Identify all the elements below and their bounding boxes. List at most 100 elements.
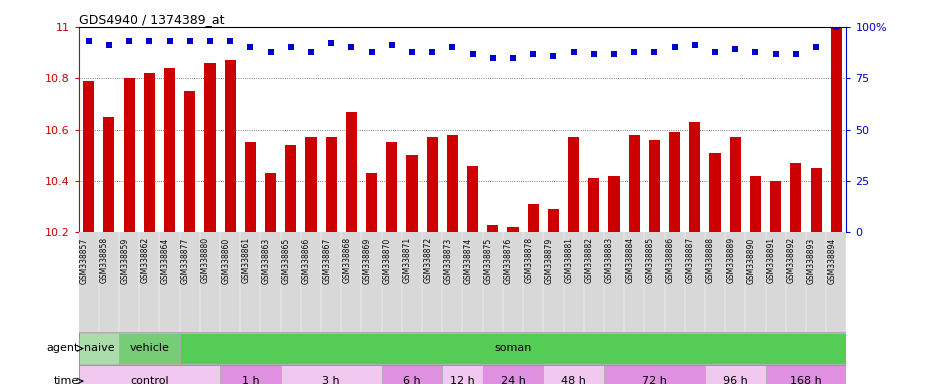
Bar [750,176,761,232]
Bar [280,366,382,384]
Point [546,53,561,59]
Bar [447,135,458,232]
Bar [467,166,478,232]
Bar [204,63,216,232]
Point [465,51,480,57]
Point [203,38,217,44]
Bar [543,366,604,384]
Bar [164,68,175,232]
Bar [568,137,579,232]
Text: GSM338890: GSM338890 [746,237,756,283]
Point [122,38,137,44]
Point [788,51,803,57]
Text: GSM338862: GSM338862 [141,237,149,283]
Text: GSM338886: GSM338886 [666,237,674,283]
Bar [124,78,135,232]
Point [607,51,622,57]
Text: GSM338877: GSM338877 [180,237,190,283]
Text: GSM338892: GSM338892 [787,237,796,283]
Bar [346,112,357,232]
Bar [79,366,220,384]
Bar [508,227,519,232]
Bar [548,209,559,232]
Text: 6 h: 6 h [403,376,421,384]
Point [243,44,258,50]
Text: GSM338870: GSM338870 [383,237,392,283]
Point [344,44,359,50]
Point [223,38,238,44]
Text: GSM338876: GSM338876 [504,237,513,283]
Point [142,38,156,44]
Point [829,24,844,30]
Text: GSM338864: GSM338864 [161,237,169,283]
Point [364,48,379,55]
Bar [387,142,398,232]
Text: 12 h: 12 h [450,376,475,384]
Bar [810,168,821,232]
Bar [669,132,680,232]
Point [283,44,298,50]
Text: GSM338858: GSM338858 [100,237,109,283]
Bar [83,81,94,232]
Point [627,48,642,55]
Point [102,42,117,48]
Point [324,40,339,46]
Bar [143,73,154,232]
Bar [527,204,538,232]
Bar [790,163,801,232]
Text: 24 h: 24 h [500,376,525,384]
Point [404,48,419,55]
Bar [104,117,115,232]
Point [667,44,682,50]
Bar [629,135,640,232]
Bar [265,173,277,232]
Point [303,48,318,55]
Text: GSM338894: GSM338894 [827,237,836,283]
Bar [245,142,256,232]
Text: GDS4940 / 1374389_at: GDS4940 / 1374389_at [79,13,224,26]
Text: GSM338875: GSM338875 [484,237,493,283]
Bar [588,179,599,232]
Bar [326,137,337,232]
Bar [426,137,438,232]
Point [445,44,460,50]
Point [728,46,743,53]
Bar [184,91,195,232]
Text: 1 h: 1 h [241,376,259,384]
Point [769,51,783,57]
Bar [705,366,766,384]
Text: GSM338861: GSM338861 [241,237,251,283]
Text: GSM338887: GSM338887 [685,237,695,283]
Text: GSM338860: GSM338860 [221,237,230,283]
Point [566,48,581,55]
Text: vehicle: vehicle [130,343,169,354]
Bar [483,366,543,384]
Point [182,38,197,44]
Text: GSM338865: GSM338865 [282,237,290,283]
Text: GSM338882: GSM338882 [585,237,594,283]
Text: GSM338884: GSM338884 [625,237,635,283]
Point [748,48,763,55]
Bar [119,333,179,364]
Bar [604,366,705,384]
Text: control: control [130,376,168,384]
Text: 72 h: 72 h [642,376,667,384]
Bar [179,333,846,364]
Text: GSM338885: GSM338885 [646,237,655,283]
Point [263,48,278,55]
Bar [771,181,782,232]
Text: GSM338873: GSM338873 [443,237,452,283]
Bar [366,173,377,232]
Text: GSM338863: GSM338863 [262,237,270,283]
Text: GSM338867: GSM338867 [322,237,331,283]
Bar [79,333,119,364]
Text: GSM338874: GSM338874 [463,237,473,283]
Point [425,48,439,55]
Text: GSM338879: GSM338879 [545,237,553,283]
Bar [225,60,236,232]
Text: GSM338869: GSM338869 [363,237,372,283]
Text: GSM338866: GSM338866 [302,237,311,283]
Bar [648,140,660,232]
Text: GSM338888: GSM338888 [706,237,715,283]
Bar [285,145,296,232]
